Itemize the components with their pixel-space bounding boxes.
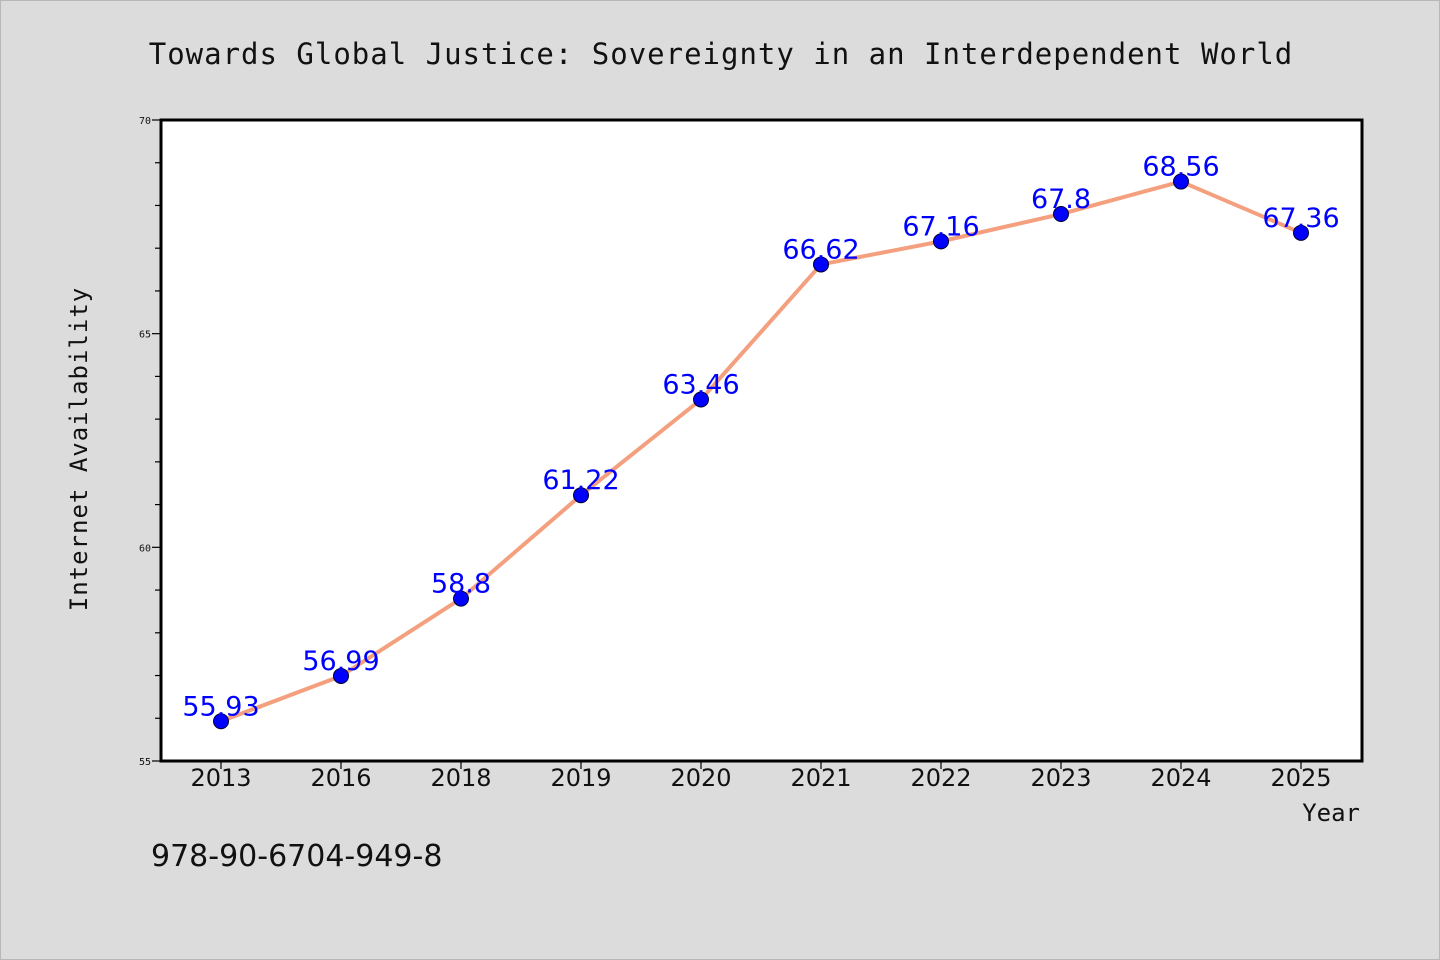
data-label: 63.46: [662, 369, 739, 400]
x-tick-label: 2018: [430, 764, 491, 792]
series-line: [219, 179, 1303, 724]
data-label: 67.36: [1262, 203, 1339, 234]
data-series: [213, 173, 1309, 730]
data-point: [813, 256, 829, 273]
x-tick-label: 2023: [1030, 764, 1091, 792]
data-label: 56.99: [302, 646, 379, 677]
data-label: 68.56: [1142, 152, 1219, 183]
y-tick-label: 60: [139, 543, 151, 554]
data-label: 67.8: [1031, 184, 1091, 215]
data-label: 67.16: [902, 211, 979, 242]
y-tick-label: 55: [139, 757, 151, 768]
x-tick-label: 2025: [1270, 764, 1331, 792]
x-tick-label: 2020: [670, 764, 731, 792]
data-label: 55.93: [182, 691, 259, 722]
data-label: 58.8: [431, 569, 491, 600]
chart-title: Towards Global Justice: Sovereignty in a…: [149, 37, 1294, 71]
x-axis: 2013 2016 2018 2019 2020 2021 2022 2023 2024 2025: [190, 761, 1332, 792]
data-point: [693, 391, 709, 408]
data-label: 66.62: [782, 234, 859, 265]
y-axis: 55 60 65 70: [139, 116, 161, 768]
x-tick-label: 2024: [1150, 764, 1211, 792]
data-point: [453, 590, 469, 607]
data-label: 61.22: [542, 465, 619, 496]
y-tick-label: 70: [139, 116, 151, 127]
isbn-label: 978-90-6704-949-8: [151, 839, 442, 874]
y-axis-label: Internet Availability: [65, 287, 93, 611]
data-point: [573, 487, 589, 504]
x-tick-label: 2019: [550, 764, 611, 792]
x-tick-label: 2016: [310, 764, 371, 792]
x-tick-label: 2022: [910, 764, 971, 792]
data-point: [1053, 206, 1069, 223]
data-point: [1293, 224, 1309, 241]
plot-area: [159, 118, 1364, 763]
data-labels: 55.93 56.99 58.8 61.22 63.46 66.62 67.16 67.8 68…: [182, 152, 1339, 723]
x-axis-label: Year: [1302, 799, 1360, 827]
data-point: [933, 233, 949, 250]
data-point: [213, 713, 229, 730]
x-tick-label: 2013: [190, 764, 251, 792]
y-tick-label: 65: [139, 330, 151, 341]
x-tick-label: 2021: [790, 764, 851, 792]
data-point: [1173, 173, 1189, 190]
data-point: [333, 667, 349, 684]
